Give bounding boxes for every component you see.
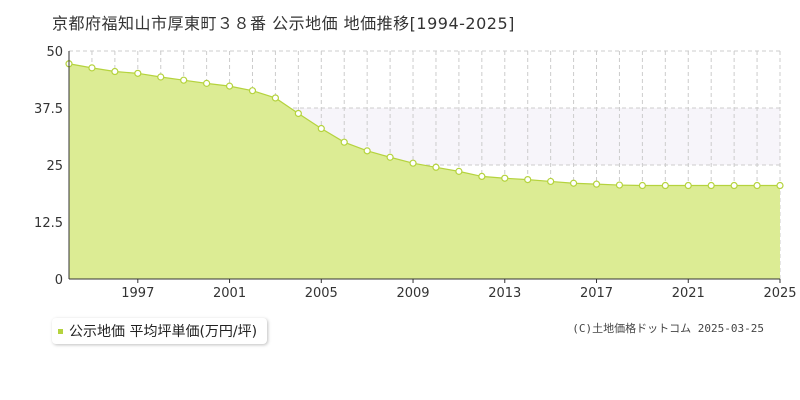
data-point bbox=[225, 82, 234, 90]
chart-legend[interactable]: 公示地価 平均坪単価(万円/坪) bbox=[52, 318, 268, 344]
data-point bbox=[432, 163, 440, 171]
data-point bbox=[386, 153, 394, 161]
data-point bbox=[776, 181, 784, 190]
data-point bbox=[134, 69, 142, 77]
legend-swatch-icon bbox=[58, 328, 63, 334]
data-point bbox=[203, 79, 211, 87]
x-tick-label: 2013 bbox=[488, 286, 521, 301]
data-point bbox=[340, 138, 348, 146]
data-point bbox=[317, 124, 325, 133]
y-tick-label: 37.5 bbox=[34, 102, 63, 117]
data-point bbox=[524, 175, 532, 184]
data-point bbox=[478, 172, 486, 180]
y-tick-label: 50 bbox=[46, 45, 63, 60]
x-tick-label: 2005 bbox=[305, 286, 338, 301]
legend-label: 公示地価 平均坪単価(万円/坪) bbox=[69, 324, 258, 340]
chart-title: 京都府福知山市厚東町３８番 公示地価 地価推移[1994-2025] bbox=[52, 14, 515, 33]
x-tick-label: 1997 bbox=[121, 286, 154, 301]
data-point bbox=[157, 73, 165, 81]
data-point bbox=[547, 177, 555, 186]
data-point bbox=[592, 180, 601, 188]
data-point bbox=[730, 181, 738, 190]
data-point bbox=[707, 181, 715, 190]
data-point bbox=[363, 147, 371, 155]
x-tick-label: 2001 bbox=[213, 286, 246, 301]
data-point bbox=[569, 179, 578, 187]
data-point bbox=[661, 181, 669, 190]
y-tick-label: 0 bbox=[55, 273, 63, 288]
data-point bbox=[615, 181, 624, 189]
data-point bbox=[294, 109, 302, 118]
data-point bbox=[684, 181, 692, 190]
y-tick-label: 12.5 bbox=[34, 216, 63, 231]
data-point bbox=[111, 67, 119, 76]
credit-text: (C)土地価格ドットコム 2025-03-25 bbox=[572, 322, 764, 335]
data-point bbox=[753, 181, 761, 190]
data-point bbox=[248, 87, 257, 95]
series-line bbox=[68, 63, 780, 187]
y-tick-label: 25 bbox=[46, 159, 63, 174]
data-point bbox=[271, 94, 280, 102]
x-tick-label: 2009 bbox=[396, 286, 429, 301]
x-tick-label: 2021 bbox=[672, 286, 705, 301]
series-area bbox=[69, 63, 780, 279]
x-tick-label: 2025 bbox=[763, 286, 796, 301]
data-point bbox=[455, 167, 463, 175]
data-point bbox=[501, 174, 509, 182]
data-point bbox=[180, 76, 188, 84]
data-point bbox=[88, 64, 96, 72]
data-point bbox=[409, 159, 417, 167]
data-point bbox=[638, 181, 646, 190]
x-tick-label: 2017 bbox=[580, 286, 613, 301]
